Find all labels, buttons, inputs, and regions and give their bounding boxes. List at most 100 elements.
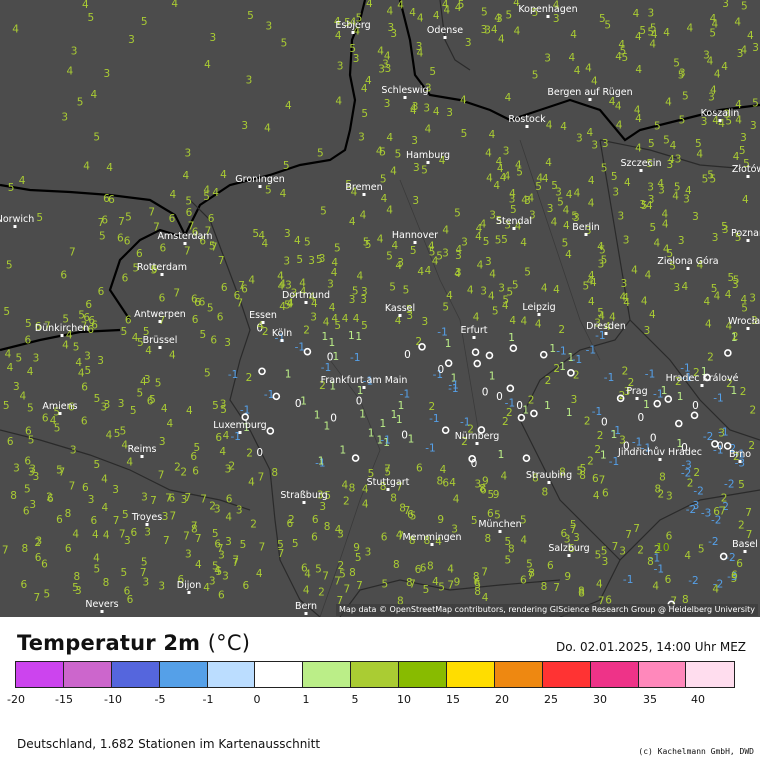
station-value: 4 [520,535,527,547]
weather-map[interactable]: 4 2 6 0 4 7 4 4 7 5 5 2 7 3 4 6 5 5 -1 4 4 4 -1 0 5 3 2 -1 3 4 5 3 1 7 3 6 0… [0,0,760,617]
station-value: 4 [741,44,748,56]
station-value: 5 [709,27,716,39]
station-value: 4 [446,290,453,302]
scale-tick-label: -20 [7,693,25,706]
station-value: 3 [319,501,326,513]
station-value: 3 [317,489,324,501]
station-value: 3 [658,185,665,197]
station-value: 7 [258,471,265,483]
station-value: 7 [165,493,172,505]
station-value: 4 [500,471,507,483]
station-value: 3 [485,256,492,268]
city-label: Zielona Góra [657,256,718,267]
station-value: 4 [329,302,336,314]
station-value: 5 [695,138,702,150]
city-label: Hamburg [406,150,450,161]
station-value: 5 [604,20,611,32]
city-label: Bern [295,601,317,612]
station-value: 2 [558,324,565,336]
station-value: 4 [140,376,147,388]
station-value: 4 [7,362,14,374]
station-value: 2 [637,544,644,556]
station-value: 6 [151,263,158,275]
station-value: 4 [597,241,604,253]
station-value: 4 [563,204,570,216]
station-value: 4 [442,224,449,236]
station-value: 2 [180,467,187,479]
station-value: 7 [278,548,285,560]
station-value: -1 [505,397,515,409]
station-value: 7 [150,495,157,507]
station-value: 3 [573,212,580,224]
station-value: 4 [121,439,128,451]
city-label: Brno [729,449,751,460]
station-value: 8 [424,535,431,547]
station-value: 5 [72,582,79,594]
station-value: 5 [507,287,514,299]
station-value: 3 [703,49,710,61]
station-value: 3 [162,511,169,523]
station-value: 2 [594,444,601,456]
station-value: 8 [397,595,404,607]
station-value: 6 [88,315,95,327]
station-value: 4 [598,310,605,322]
station-value: 6 [605,595,612,607]
station-value: -2 [686,504,696,516]
station-value: 4 [285,100,292,112]
station-value: 3 [70,444,77,456]
map-canvas: 426047447552734655-1444-10532-1345317360… [0,0,760,617]
station-value: 5 [535,181,542,193]
station-value: 3 [103,68,110,80]
station-value: 1 [285,368,292,380]
station-value: 4 [515,220,522,232]
station-value: 4 [280,188,287,200]
station-value: -1 [718,427,728,439]
station-zero-marker [724,349,732,357]
station-value: 3 [740,132,747,144]
station-value: 3 [104,399,111,411]
station-value: 6 [192,226,199,238]
station-value: 7 [553,582,560,594]
city-marker [158,346,162,349]
station-value: 3 [503,145,510,157]
station-value: 5 [365,239,372,251]
station-value: 2 [319,380,326,392]
station-value: 5 [3,400,10,412]
station-value: 7 [33,592,40,604]
station-value: 1 [559,361,566,373]
station-value: 3 [496,13,503,25]
station-value: -1 [264,389,274,401]
map-attribution: Map data © OpenStreetMap contributors, r… [336,604,758,616]
station-value: 4 [409,7,416,19]
station-value: 5 [621,52,628,64]
station-value: 5 [151,264,158,276]
station-value: 4 [661,209,668,221]
station-value: 3 [97,355,104,367]
station-value: 4 [747,30,754,42]
station-value: 5 [283,160,290,172]
city-marker [413,241,417,244]
station-value: 5 [121,326,128,338]
station-value: 7 [745,507,752,519]
city-label: Dortmund [282,290,330,301]
station-value: 1 [340,445,347,457]
city-marker [658,458,662,461]
station-value: 3 [648,194,655,206]
station-value: 10 [656,542,669,554]
station-value: 4 [475,231,482,243]
station-value: 5 [647,158,654,170]
station-value: -1 [595,330,605,342]
station-value: 3 [621,278,628,290]
station-value: 4 [203,184,210,196]
scale-tick-label: -15 [55,693,73,706]
station-value: -1 [400,389,410,401]
station-values: 426047447552734655-1444-10532-1345317360… [2,0,759,608]
station-value: 4 [553,0,560,11]
station-value: 5 [395,149,402,161]
city-label: Essen [249,310,277,321]
city-label: Berlin [572,222,600,233]
station-value: 7 [98,217,105,229]
station-value: 7 [236,298,243,310]
station-value: 5 [53,406,60,418]
city-marker [426,161,430,164]
